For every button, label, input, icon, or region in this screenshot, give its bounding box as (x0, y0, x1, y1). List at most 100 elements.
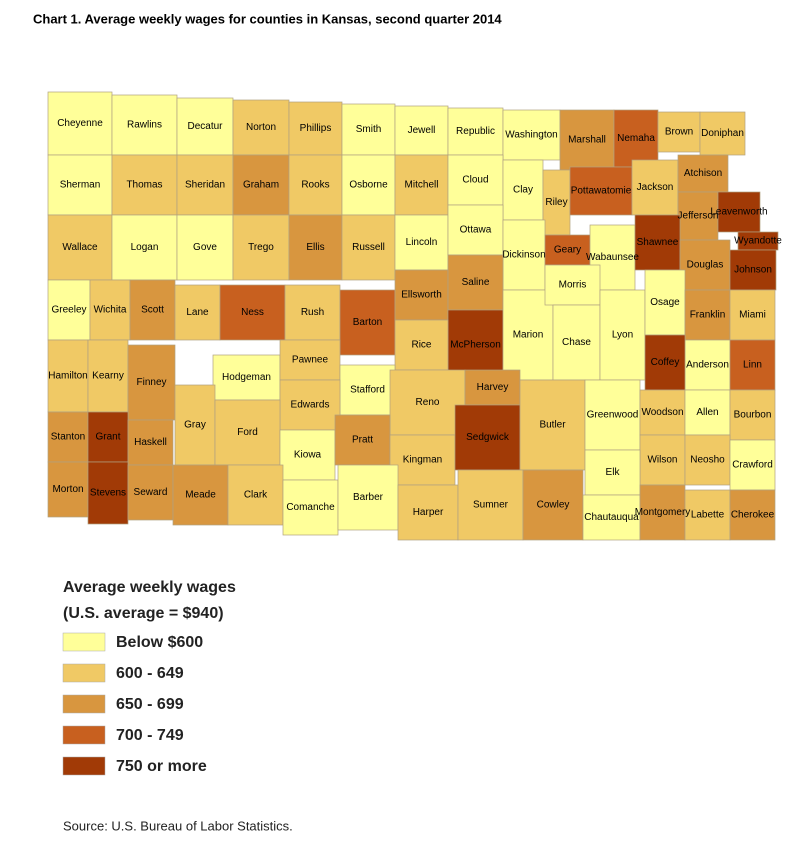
county-area (394, 319, 449, 371)
county-area (284, 284, 341, 341)
county-label: Chautauqua (584, 512, 639, 523)
county-area (677, 154, 729, 193)
county-label: Harper (413, 507, 444, 518)
county-label: Brown (665, 127, 693, 138)
county-label: Pratt (352, 435, 373, 446)
county-area (457, 469, 524, 541)
county-label: Trego (248, 242, 274, 253)
county-label: Mitchell (405, 180, 439, 191)
county-area (389, 434, 456, 486)
county-area (47, 461, 89, 518)
county-label: Ellis (306, 242, 324, 253)
legend-label: Below $600 (116, 634, 203, 651)
county-label: Rawlins (127, 120, 162, 131)
county-label: Republic (456, 126, 495, 137)
county-area (502, 159, 544, 221)
county-area (447, 107, 504, 156)
county-label: Washington (505, 130, 557, 141)
county-label: Lincoln (406, 237, 438, 248)
county-area (397, 484, 459, 541)
county-label: Cowley (537, 500, 570, 511)
county-area (111, 94, 178, 156)
county-label: Barton (353, 317, 382, 328)
county-label: Chase (562, 337, 591, 348)
county-area (47, 411, 89, 463)
county-label: Lyon (612, 330, 633, 341)
county-label: Osage (650, 297, 680, 308)
county-label: Labette (691, 510, 725, 521)
county-label: Saline (462, 277, 490, 288)
county-label: Osborne (349, 180, 388, 191)
county-label: Crawford (732, 460, 773, 471)
county-label: Marion (513, 330, 544, 341)
county-area (172, 464, 229, 526)
county-label: Franklin (690, 310, 726, 321)
county-label: Pawnee (292, 355, 329, 366)
county-area (394, 214, 449, 271)
county-area (559, 109, 615, 171)
county-label: Dickinson (502, 250, 545, 261)
county-label: Miami (739, 310, 766, 321)
county-area (552, 304, 601, 381)
county-label: Montgomery (635, 507, 691, 518)
county-label: Sherman (60, 180, 101, 191)
county-label: Logan (131, 242, 159, 253)
county-area (127, 344, 176, 421)
chart-title: Chart 1. Average weekly wages for counti… (33, 11, 502, 26)
county-area (212, 354, 281, 401)
county-label: Sedgwick (466, 432, 510, 443)
county-label: Smith (356, 124, 382, 135)
county-area (127, 464, 174, 521)
county-area (657, 111, 701, 153)
county-area (447, 154, 504, 206)
county-label: Rice (411, 340, 431, 351)
county-area (684, 489, 731, 541)
county-area (729, 289, 776, 341)
county-area (729, 439, 776, 491)
county-area (288, 101, 343, 156)
legend-swatch (62, 694, 106, 714)
county-area (544, 234, 591, 266)
county-label: Ness (241, 307, 264, 318)
county-area (519, 379, 586, 471)
county-area (47, 154, 113, 216)
county-area (219, 284, 286, 341)
county-label: Sheridan (185, 180, 225, 191)
county-label: Coffey (651, 357, 680, 368)
county-label: Clay (513, 185, 533, 196)
county-label: Morton (52, 484, 83, 495)
county-area (279, 379, 341, 431)
legend-swatch (62, 632, 106, 652)
county-area (339, 289, 396, 356)
county-area (729, 489, 776, 541)
county-area (447, 204, 504, 256)
county-area (174, 284, 221, 341)
county-area (111, 154, 178, 216)
county-label: Wichita (94, 305, 127, 316)
county-label: Geary (554, 245, 581, 256)
legend-label: 700 - 749 (116, 727, 184, 744)
legend-title: Average weekly wages (63, 579, 236, 596)
county-area (454, 404, 521, 471)
county-area (729, 249, 777, 291)
county-label: Ottawa (460, 225, 492, 236)
county-area (677, 191, 719, 241)
county-area (47, 339, 89, 413)
legend-label: 600 - 649 (116, 665, 184, 682)
county-label: Wilson (647, 455, 677, 466)
county-label: Stevens (90, 488, 126, 499)
county-label: Jefferson (678, 211, 719, 222)
county-area (89, 279, 131, 341)
county-area (729, 389, 776, 441)
county-area (584, 449, 641, 496)
county-area (279, 429, 336, 481)
county-label: Elk (606, 467, 621, 478)
county-area (684, 289, 731, 341)
county-label: Gove (193, 242, 217, 253)
county-label: Ellsworth (401, 290, 442, 301)
county-area (282, 479, 339, 536)
county-area (111, 214, 178, 281)
county-area (394, 269, 449, 321)
legend-swatch (62, 725, 106, 745)
